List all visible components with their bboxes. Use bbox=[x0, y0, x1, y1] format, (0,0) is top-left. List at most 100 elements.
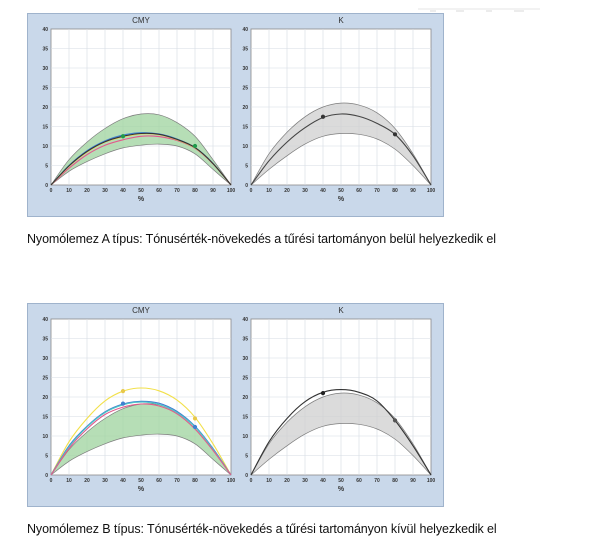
x-tick-label: 70 bbox=[374, 188, 380, 194]
y-tick-label: 35 bbox=[242, 47, 248, 53]
chart-cmy: CMY 0 5 10 15 20 25 30 35 40 0 10 20 30 40 50 60 70 80 90 10… bbox=[42, 16, 235, 203]
y-tick-label: 35 bbox=[42, 47, 48, 53]
y-tick-label: 40 bbox=[242, 27, 248, 33]
data-marker bbox=[192, 424, 198, 430]
series-line bbox=[50, 403, 232, 476]
data-marker bbox=[192, 416, 198, 421]
data-marker bbox=[120, 389, 126, 394]
x-tick-label: 100 bbox=[227, 188, 236, 194]
x-tick-label: 30 bbox=[302, 478, 308, 484]
y-tick-label: 25 bbox=[242, 86, 248, 92]
data-marker bbox=[120, 134, 126, 139]
y-tick-label: 10 bbox=[242, 434, 248, 440]
x-tick-label: 20 bbox=[284, 478, 290, 484]
y-tick-label: 5 bbox=[45, 164, 48, 170]
x-tick-label: 90 bbox=[210, 478, 216, 484]
gridlines bbox=[51, 319, 231, 475]
x-tick-label: 80 bbox=[392, 478, 398, 484]
x-tick-label: 70 bbox=[174, 188, 180, 194]
y-tick-label: 5 bbox=[245, 454, 248, 460]
chart-k: K 0 5 10 15 20 25 30 35 40 0 10 20 30 40 50 60 70 80 90 100% bbox=[242, 306, 435, 493]
y-tick-label: 15 bbox=[242, 415, 248, 421]
y-tick-label: 40 bbox=[42, 317, 48, 323]
x-tick-label: 10 bbox=[66, 478, 72, 484]
x-tick-label: 100 bbox=[427, 188, 436, 194]
y-tick-label: 25 bbox=[42, 376, 48, 382]
x-tick-label: 100 bbox=[427, 478, 436, 484]
chart-title: K bbox=[338, 16, 344, 25]
x-tick-label: 50 bbox=[138, 188, 144, 194]
top-edge-artifact bbox=[418, 0, 540, 12]
data-marker bbox=[392, 418, 398, 423]
y-tick-label: 20 bbox=[42, 105, 48, 111]
figure-b-panel: CMY 0 5 10 15 20 25 30 35 40 0 10 20 30 40 50 60 70 80 90 10… bbox=[27, 303, 444, 507]
data-marker bbox=[192, 143, 198, 149]
gridlines bbox=[51, 29, 231, 185]
y-tick-label: 25 bbox=[242, 376, 248, 382]
y-tick-label: 30 bbox=[42, 356, 48, 362]
y-tick-label: 25 bbox=[42, 86, 48, 92]
y-tick-label: 0 bbox=[245, 183, 248, 189]
data-marker bbox=[320, 390, 326, 396]
series-line bbox=[50, 387, 232, 476]
x-tick-label: 60 bbox=[356, 478, 362, 484]
y-tick-label: 0 bbox=[45, 473, 48, 479]
x-tick-label: 0 bbox=[250, 478, 253, 484]
x-tick-label: 60 bbox=[156, 188, 162, 194]
data-marker bbox=[120, 401, 126, 406]
x-axis-label: % bbox=[338, 196, 345, 203]
y-tick-label: 0 bbox=[45, 183, 48, 189]
y-tick-label: 5 bbox=[245, 164, 248, 170]
y-tick-label: 30 bbox=[242, 356, 248, 362]
chart-cmy: CMY 0 5 10 15 20 25 30 35 40 0 10 20 30 40 50 60 70 80 90 10… bbox=[42, 306, 235, 493]
x-tick-label: 90 bbox=[410, 478, 416, 484]
x-tick-label: 20 bbox=[284, 188, 290, 194]
x-tick-label: 40 bbox=[320, 188, 326, 194]
x-tick-label: 40 bbox=[120, 478, 126, 484]
y-tick-label: 15 bbox=[242, 125, 248, 131]
x-tick-label: 30 bbox=[102, 478, 108, 484]
x-tick-label: 40 bbox=[120, 188, 126, 194]
series-line bbox=[250, 113, 432, 186]
chart-title: K bbox=[338, 306, 344, 315]
x-tick-label: 30 bbox=[302, 188, 308, 194]
x-tick-label: 40 bbox=[320, 478, 326, 484]
y-tick-label: 30 bbox=[42, 66, 48, 72]
y-tick-label: 20 bbox=[42, 395, 48, 401]
chart-title: CMY bbox=[132, 16, 150, 25]
y-tick-label: 10 bbox=[42, 144, 48, 150]
y-tick-label: 20 bbox=[242, 395, 248, 401]
x-tick-label: 70 bbox=[374, 478, 380, 484]
series-line bbox=[50, 401, 232, 476]
y-tick-label: 35 bbox=[42, 337, 48, 343]
x-tick-label: 80 bbox=[392, 188, 398, 194]
x-tick-label: 50 bbox=[338, 478, 344, 484]
figure-a-caption: Nyomólemez A típus: Tónusérték-növekedés… bbox=[27, 232, 496, 246]
x-tick-label: 20 bbox=[84, 478, 90, 484]
chart-title: CMY bbox=[132, 306, 150, 315]
chart-k: K 0 5 10 15 20 25 30 35 40 0 10 20 30 40 50 60 70 80 90 100% bbox=[242, 16, 435, 203]
x-tick-label: 10 bbox=[66, 188, 72, 194]
x-tick-label: 20 bbox=[84, 188, 90, 194]
x-tick-label: 50 bbox=[338, 188, 344, 194]
y-tick-label: 5 bbox=[45, 454, 48, 460]
x-tick-label: 50 bbox=[138, 478, 144, 484]
x-tick-label: 0 bbox=[250, 188, 253, 194]
series-line bbox=[50, 132, 232, 186]
x-axis-label: % bbox=[138, 486, 145, 493]
x-tick-label: 0 bbox=[50, 188, 53, 194]
x-tick-label: 80 bbox=[192, 188, 198, 194]
x-tick-label: 70 bbox=[174, 478, 180, 484]
x-tick-label: 30 bbox=[102, 188, 108, 194]
x-tick-label: 0 bbox=[50, 478, 53, 484]
x-tick-label: 60 bbox=[356, 188, 362, 194]
x-tick-label: 100 bbox=[227, 478, 236, 484]
y-tick-label: 40 bbox=[42, 27, 48, 33]
y-tick-label: 30 bbox=[242, 66, 248, 72]
x-tick-label: 90 bbox=[410, 188, 416, 194]
x-tick-label: 90 bbox=[210, 188, 216, 194]
series-line bbox=[250, 389, 432, 476]
y-tick-label: 35 bbox=[242, 337, 248, 343]
x-tick-label: 80 bbox=[192, 478, 198, 484]
